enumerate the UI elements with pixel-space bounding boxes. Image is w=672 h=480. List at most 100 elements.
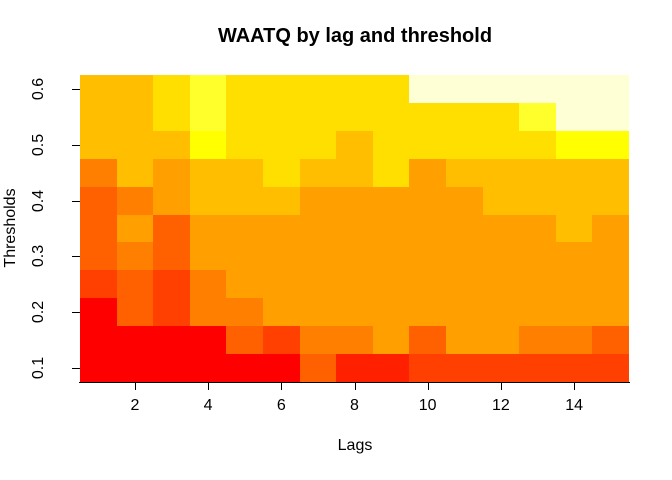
heatmap-cell [519,186,556,215]
heatmap-cell [299,354,337,382]
heatmap-cell [409,158,446,187]
heatmap-cell [555,242,593,271]
y-tick-mark [72,144,80,146]
heatmap-cell [80,354,117,382]
heatmap-cell [555,270,593,299]
heatmap-cell [80,130,117,159]
heatmap-cell [372,130,410,159]
heatmap-cell [116,75,154,103]
heatmap-cell [299,214,337,243]
heatmap-cell [519,270,556,299]
heatmap-cell [226,298,263,327]
heatmap-cell [445,242,483,271]
heatmap-cell [116,326,154,355]
heatmap-cell [80,158,117,187]
heatmap-cell [116,298,154,327]
heatmap-cell [153,75,190,103]
heatmap-cell [299,270,337,299]
heatmap-cell [153,102,190,131]
heatmap-cell [80,326,117,355]
heatmap-cell [153,242,190,271]
heatmap-cell [189,354,227,382]
heatmap-cell [262,75,300,103]
x-tick-label: 2 [130,397,140,414]
heatmap-cell [153,186,190,215]
heatmap-cell [80,214,117,243]
heatmap-cell [519,214,556,243]
heatmap-cell [153,158,190,187]
heatmap-cell [409,298,446,327]
heatmap-cell [445,102,483,131]
heatmap-cell [592,270,629,299]
heatmap-cell [592,102,629,131]
heatmap-cell [445,130,483,159]
heatmap-cell [116,186,154,215]
heatmap-cell [80,270,117,299]
heatmap-cell [153,298,190,327]
heatmap-cell [189,242,227,271]
heatmap-cell [262,326,300,355]
heatmap-cell [445,186,483,215]
x-tick-mark [574,383,576,390]
heatmap-cell [409,326,446,355]
heatmap-cell [336,102,373,131]
heatmap-cell [482,158,520,187]
heatmap-cell [153,326,190,355]
heatmap-cell [226,354,263,382]
heatmap-cell [519,298,556,327]
heatmap-cell [299,326,337,355]
heatmap-cell [226,130,263,159]
heatmap-cell [262,270,300,299]
heatmap-cell [445,158,483,187]
heatmap-cell [299,298,337,327]
heatmap-cell [80,242,117,271]
heatmap-cell [262,354,300,382]
heatmap-cell [116,102,154,131]
heatmap-cell [409,214,446,243]
heatmap-cell [482,75,520,103]
y-tick-mark [72,368,80,370]
heatmap-cell [372,298,410,327]
heatmap-cell [153,354,190,382]
heatmap-cell [299,102,337,131]
heatmap-cell [482,242,520,271]
y-tick-mark [72,200,80,202]
heatmap-cell [372,75,410,103]
heatmap-cell [409,102,446,131]
heatmap-cell [336,354,373,382]
heatmap-cell [555,326,593,355]
heatmap-cell [226,75,263,103]
heatmap-cell [592,130,629,159]
heatmap-cell [445,75,483,103]
chart-title: WAATQ by lag and threshold [217,25,493,47]
heatmap-cell [262,214,300,243]
heatmap-cell [262,158,300,187]
heatmap-cell [445,326,483,355]
heatmap-cell [372,158,410,187]
heatmap-cell [372,186,410,215]
y-axis-title-text: Thresholds [2,188,19,268]
heatmap-cell [519,326,556,355]
heatmap-cell [299,158,337,187]
heatmap-cell [409,270,446,299]
heatmap-cell [189,214,227,243]
heatmap-cell [555,186,593,215]
heatmap-cell [409,130,446,159]
heatmap-cell [372,214,410,243]
x-tick-mark [427,383,429,390]
heatmap-cell [336,130,373,159]
heatmap-cell [299,186,337,215]
heatmap-cell [153,214,190,243]
heatmap-cell [226,158,263,187]
heatmap-cell [262,242,300,271]
heatmap-cell [519,354,556,382]
x-tick-mark [281,383,283,390]
heatmap-cell [226,214,263,243]
heatmap-cell [116,214,154,243]
heatmap-cell [189,326,227,355]
heatmap-cell [262,130,300,159]
heatmap-cell [519,75,556,103]
heatmap-cell [116,130,154,159]
heatmap-cell [409,75,446,103]
heatmap-cell [482,326,520,355]
